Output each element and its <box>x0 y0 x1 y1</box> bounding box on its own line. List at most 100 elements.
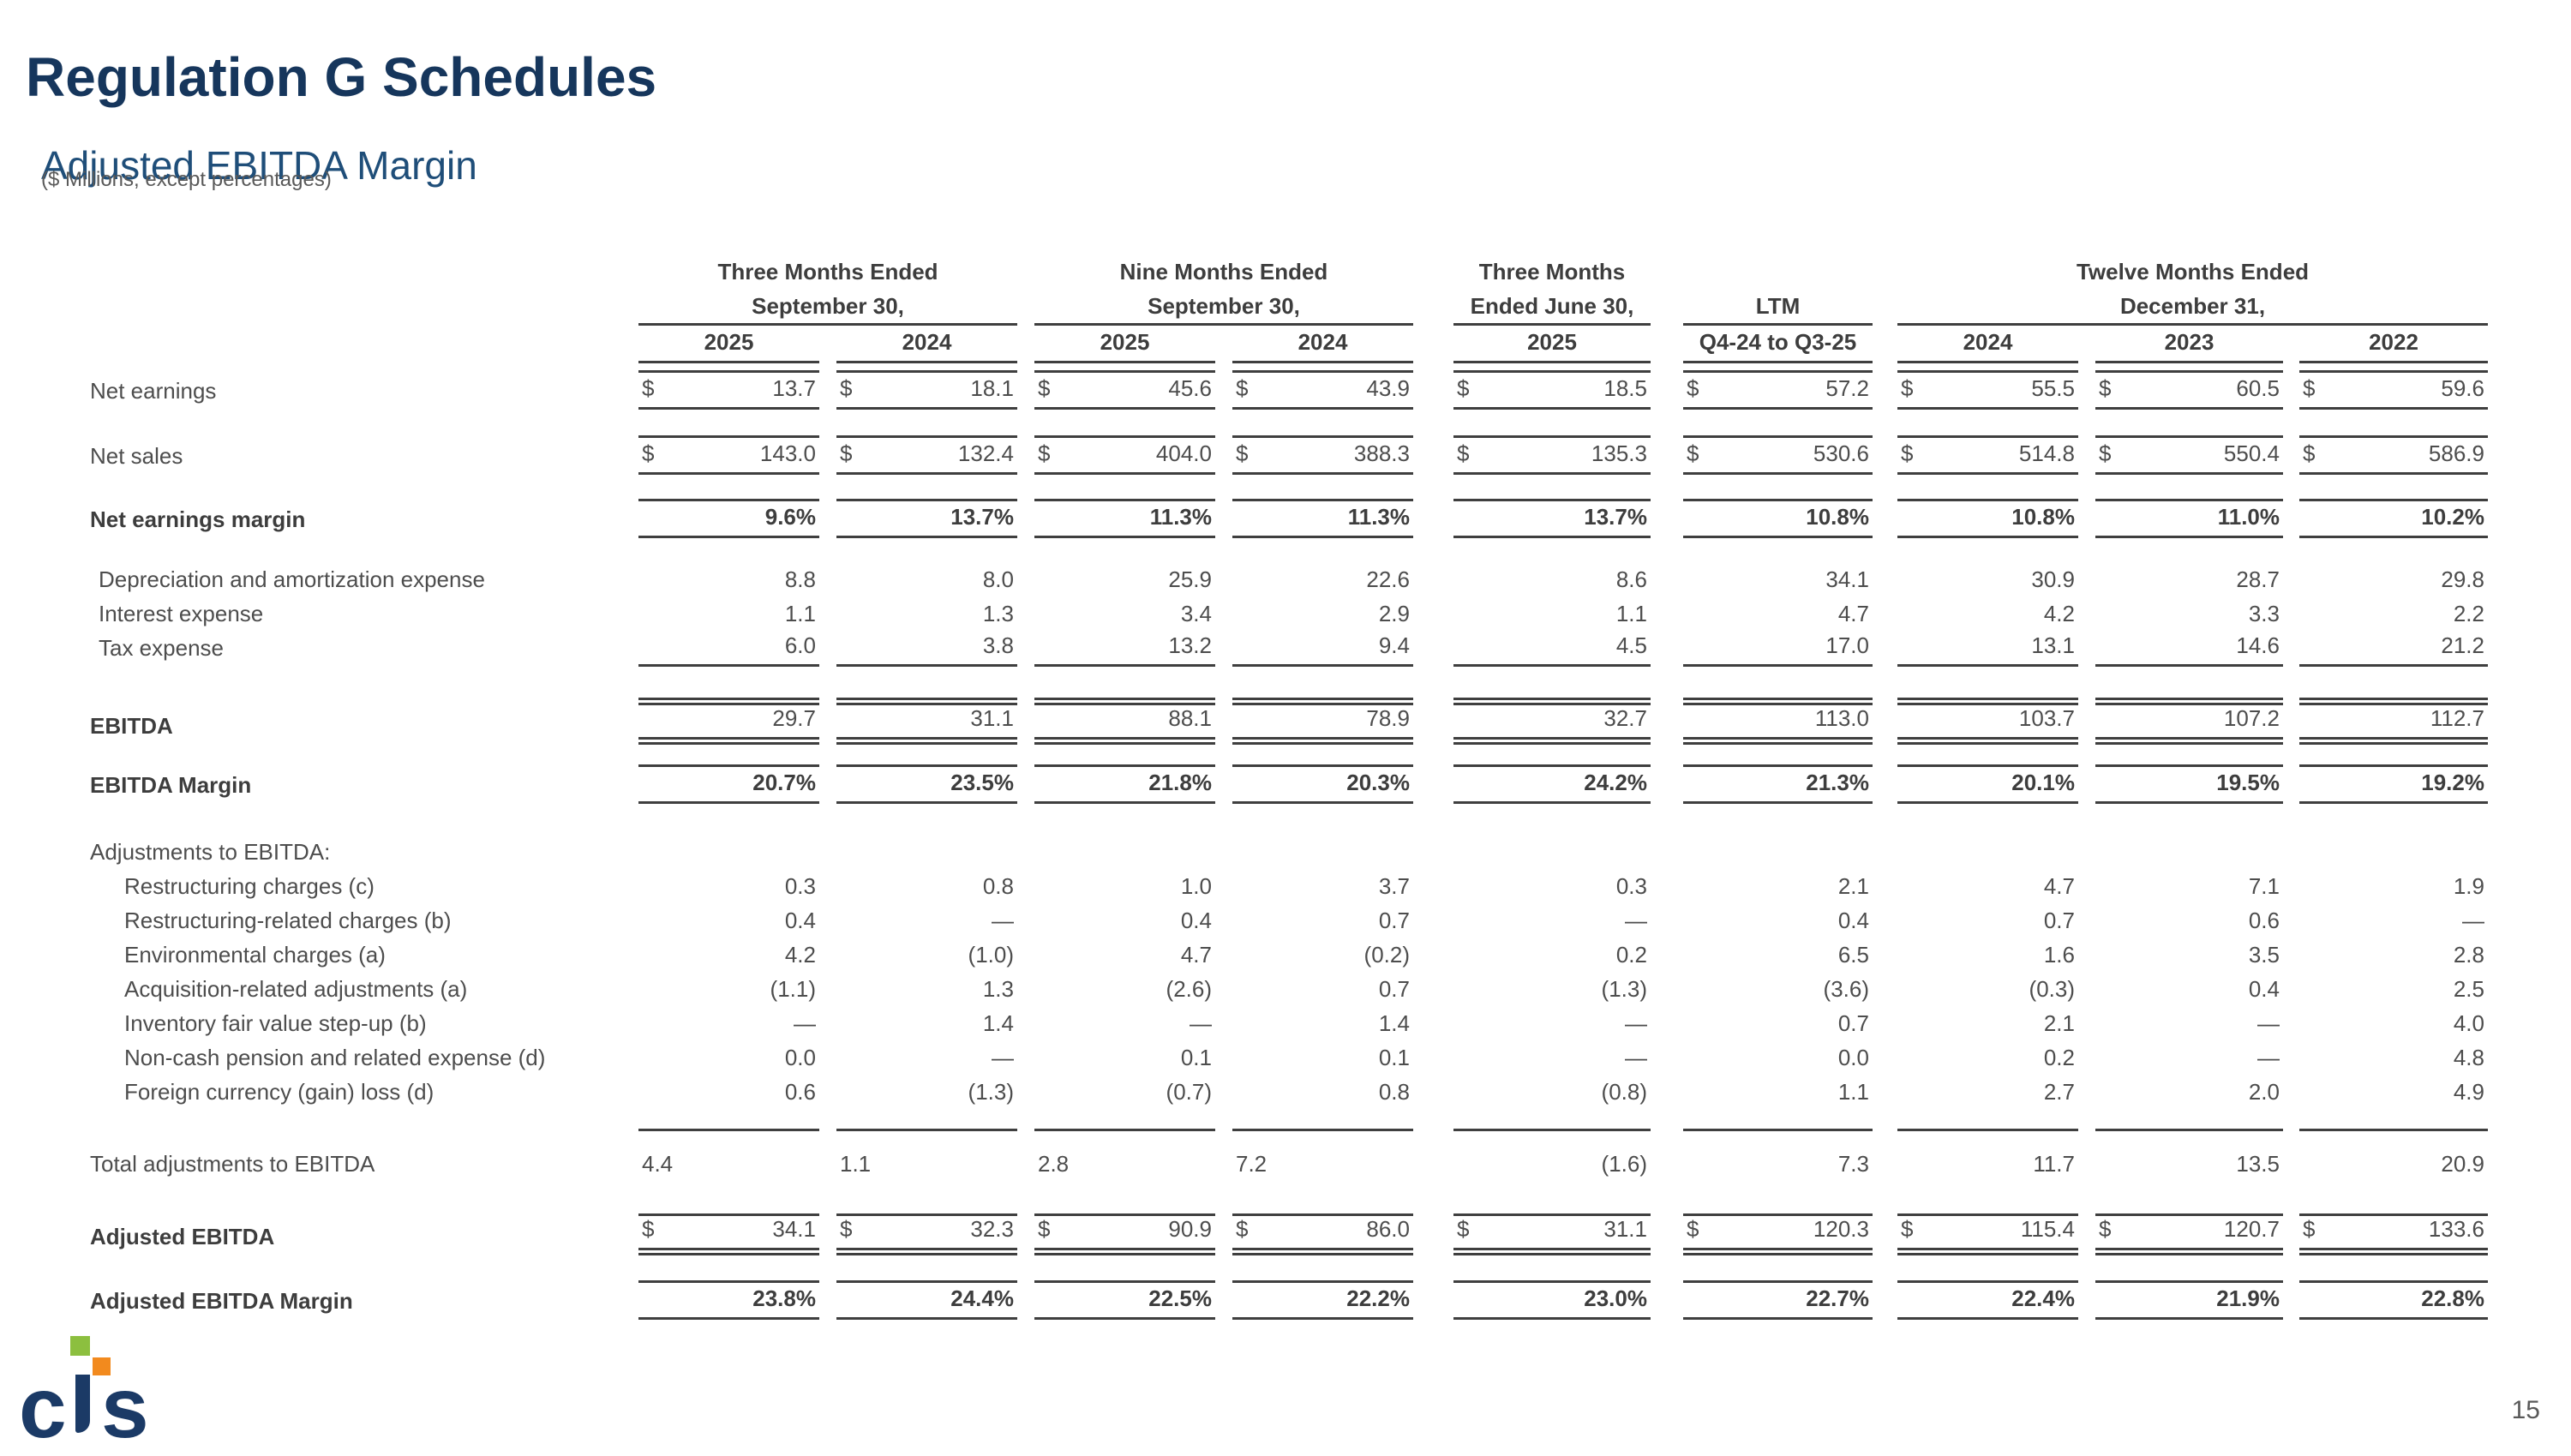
table-cell: 19.2% <box>2299 764 2488 804</box>
table-cell: 25.9 <box>1168 566 1212 592</box>
row-label: Net earnings <box>90 378 217 404</box>
table-cell: 2.7 <box>2043 1079 2075 1105</box>
row-label: Acquisition-related adjustments (a) <box>124 976 468 1002</box>
table-cell: 20.3% <box>1232 764 1413 804</box>
table-cell: 2.1 <box>2043 1010 2075 1036</box>
cell-value: 132.4 <box>957 440 1014 466</box>
column-group-header: Nine Months Ended September 30, <box>1034 247 1413 326</box>
table-cell: $34.1 <box>638 1213 819 1255</box>
row-label: Net sales <box>90 443 183 469</box>
spacer-row <box>90 1183 2488 1213</box>
table-cell: 24.2% <box>1453 764 1651 804</box>
year-header: 2025 <box>1034 326 1215 363</box>
header-year-row: 2025 2024 2025 2024 2025 Q4-24 to Q3-25 2024 20… <box>90 326 2488 363</box>
dollar-sign: $ <box>1038 440 1051 466</box>
table-cell: $45.6 <box>1034 370 1215 410</box>
table-cell: 32.7 <box>1453 698 1651 745</box>
cell-value: 43.9 <box>1366 375 1410 401</box>
dollar-sign: $ <box>642 375 655 401</box>
table-cell: 10.8% <box>1897 499 2078 538</box>
table-cell: (1.3) <box>968 1079 1014 1105</box>
dollar-sign: $ <box>2099 375 2112 401</box>
dollar-sign: $ <box>642 1216 655 1242</box>
row-label: Depreciation and amortization expense <box>99 566 485 592</box>
row-label: Net earnings margin <box>90 506 306 532</box>
cell-value: 18.1 <box>970 375 1014 401</box>
row-restructuring-charges: Restructuring charges (c) 0.3 0.8 1.0 3.7 0.3… <box>90 871 2488 905</box>
table-cell: 34.1 <box>1825 566 1869 592</box>
table-cell: — <box>2257 1010 2280 1036</box>
dollar-sign: $ <box>1687 440 1699 466</box>
cts-logo: c s <box>19 1333 182 1451</box>
table-cell: (1.1) <box>770 976 816 1002</box>
table-cell: 20.1% <box>1897 764 2078 804</box>
table-cell: — <box>1625 908 1647 933</box>
table-cell: 1.1 <box>1615 601 1647 626</box>
table-cell: 103.7 <box>1897 698 2078 745</box>
table-cell: 0.1 <box>1180 1045 1212 1070</box>
year-header: 2023 <box>2095 326 2283 363</box>
table-cell: $120.3 <box>1683 1213 1873 1255</box>
table-cell: 112.7 <box>2299 698 2488 745</box>
row-label: EBITDA <box>90 713 173 739</box>
spacer-line <box>638 1111 819 1131</box>
dollar-sign: $ <box>1457 375 1470 401</box>
row-ebitda-margin: EBITDA Margin 20.7% 23.5% 21.8% 20.3% 24.2% 21… <box>90 764 2488 804</box>
table-cell: 0.0 <box>784 1045 816 1070</box>
table-cell: 21.3% <box>1683 764 1873 804</box>
table-cell: 3.8 <box>836 632 1017 667</box>
cell-value: 388.3 <box>1353 440 1410 466</box>
table-cell: $404.0 <box>1034 435 1215 475</box>
table-cell: 4.9 <box>2453 1079 2484 1105</box>
table-cell: (0.8) <box>1601 1079 1647 1105</box>
table-cell: 2.2 <box>2453 601 2484 626</box>
table-cell: (0.7) <box>1166 1079 1212 1105</box>
table-cell: 3.3 <box>2248 601 2280 626</box>
table-cell: 2.9 <box>1378 601 1410 626</box>
table-cell: 10.8% <box>1683 499 1873 538</box>
table-cell: $120.7 <box>2095 1213 2283 1255</box>
group-title-line: December 31, <box>2119 293 2266 319</box>
cell-value: 34.1 <box>772 1216 816 1242</box>
table-cell: 0.3 <box>1615 873 1647 899</box>
table-cell: 10.2% <box>2299 499 2488 538</box>
table-cell: 31.1 <box>836 698 1017 745</box>
dollar-sign: $ <box>2303 375 2316 401</box>
table-cell: 2.5 <box>2453 976 2484 1002</box>
year-header: 2025 <box>638 326 819 363</box>
table-cell: $514.8 <box>1897 435 2078 475</box>
table-cell: 21.9% <box>2095 1280 2283 1320</box>
dollar-sign: $ <box>840 440 853 466</box>
group-title-line <box>1683 255 1873 289</box>
table-cell: 1.9 <box>2453 873 2484 899</box>
table-cell: 22.7% <box>1683 1280 1873 1320</box>
table-cell: 22.6 <box>1366 566 1410 592</box>
year-header: 2025 <box>1453 326 1651 363</box>
cell-value: 133.6 <box>2428 1216 2484 1242</box>
table-cell: $32.3 <box>836 1213 1017 1255</box>
dollar-sign: $ <box>1901 375 1914 401</box>
table-cell: 2.8 <box>1038 1151 1070 1177</box>
dollar-sign: $ <box>1236 375 1249 401</box>
cell-value: 530.6 <box>1813 440 1869 466</box>
year-header: 2024 <box>1232 326 1413 363</box>
logo-green-square-icon <box>70 1336 90 1356</box>
table-cell: 88.1 <box>1034 698 1215 745</box>
table-cell: 0.6 <box>2248 908 2280 933</box>
table-cell: 2.1 <box>1837 873 1869 899</box>
table-cell: 30.9 <box>2031 566 2075 592</box>
table-cell: 1.4 <box>982 1010 1014 1036</box>
table-cell: 13.7% <box>1453 499 1651 538</box>
table-cell: (1.6) <box>1601 1151 1647 1177</box>
table-cell: 9.6% <box>638 499 819 538</box>
table-cell: 21.8% <box>1034 764 1215 804</box>
spacer-row <box>90 1253 2488 1280</box>
row-total-adjustments-to-ebitda: Total adjustments to EBITDA 4.4 1.1 2.8 7.2 (… <box>90 1148 2488 1183</box>
table-cell: — <box>992 908 1014 933</box>
table-cell: 13.2 <box>1034 632 1215 667</box>
table-cell: $388.3 <box>1232 435 1413 475</box>
table-cell: (1.0) <box>968 942 1014 968</box>
table-cell: 1.3 <box>982 601 1014 626</box>
table-cell: 1.1 <box>1837 1079 1869 1105</box>
table-cell: 20.7% <box>638 764 819 804</box>
